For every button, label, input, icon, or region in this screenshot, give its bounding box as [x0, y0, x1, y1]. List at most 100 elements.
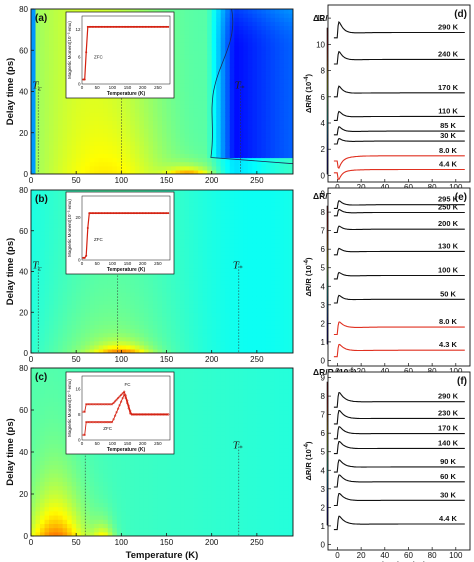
heatmap-cell [125, 295, 131, 301]
heatmap-cell [202, 234, 208, 240]
heatmap-cell [184, 17, 190, 22]
heatmap-cell [103, 295, 109, 301]
heatmap-cell [265, 202, 272, 207]
heatmap-cell [184, 308, 190, 313]
heatmap-cell [40, 190, 46, 195]
heatmap-cell [207, 218, 213, 224]
heatmap-cell [31, 405, 37, 411]
heatmap-cell [229, 108, 235, 113]
heatmap-cell [53, 9, 59, 14]
heatmap-cell [288, 283, 293, 289]
heatmap-cell [40, 210, 46, 216]
heatmap-cell [157, 279, 163, 285]
heatmap-cell [220, 255, 226, 260]
heatmap-cell [283, 259, 290, 264]
heatmap-cell [162, 145, 168, 150]
heatmap-cell [202, 136, 208, 142]
heatmap-cell [80, 169, 86, 174]
heatmap-cell [116, 324, 122, 330]
heatmap-cell [288, 17, 293, 22]
heatmap-cell [198, 29, 204, 35]
heatmap-cell [53, 300, 59, 305]
heatmap-cell [31, 83, 37, 88]
heatmap-cell [283, 13, 290, 18]
heatmap-cell [283, 33, 290, 39]
heatmap-cell [134, 116, 141, 121]
heatmap-cell [265, 198, 272, 203]
heatmap-cell [58, 190, 64, 195]
heatmap-cell [62, 271, 68, 277]
inset-x-tick: 250 [154, 261, 162, 266]
heatmap-cell [261, 291, 267, 297]
heatmap-cell [35, 128, 41, 134]
heatmap-cell [130, 287, 136, 293]
heatmap-cell [31, 348, 37, 353]
heatmap-cell [247, 263, 253, 269]
heatmap-cell [243, 128, 249, 134]
heatmap-cell [94, 287, 100, 293]
heatmap-cell [288, 324, 293, 330]
heatmap-cell [283, 46, 290, 51]
heatmap-cell [265, 300, 272, 305]
heatmap-cell [35, 37, 41, 43]
heatmap-cell [270, 87, 276, 93]
heatmap-cell [261, 124, 267, 130]
heatmap-cell [270, 226, 276, 232]
heatmap-cell [143, 99, 150, 105]
heatmap-cell [189, 161, 195, 167]
heatmap-cell [238, 194, 244, 199]
heatmap-cell [202, 149, 208, 154]
heatmap-cell [243, 25, 249, 31]
heatmap-cell [220, 13, 226, 18]
heatmap-cell [49, 116, 55, 121]
heatmap-cell [152, 99, 159, 105]
heatmap-cell [283, 206, 290, 211]
heatmap-cell [125, 153, 131, 159]
heatmap-cell [252, 25, 258, 31]
heatmap-cell [229, 87, 235, 93]
heatmap-cell [220, 230, 226, 236]
heatmap-cell [270, 108, 276, 113]
heatmap-cell [220, 340, 226, 346]
heatmap-cell [247, 336, 253, 342]
heatmap-cell [53, 267, 59, 273]
heatmap-cell [261, 37, 267, 43]
inset-point [149, 212, 151, 215]
heatmap-cell [85, 344, 91, 350]
heatmap-cell [216, 21, 222, 27]
inset-x-tick: 100 [109, 261, 117, 266]
heatmap-cell [40, 157, 46, 163]
heatmap-cell [80, 316, 86, 321]
inset-point [108, 25, 110, 28]
heatmap-cell [265, 247, 272, 252]
heatmap-cell [256, 9, 262, 14]
heatmap-cell [112, 112, 118, 117]
heatmap-cell [143, 141, 150, 146]
inset-point [158, 25, 161, 28]
heatmap-cell [112, 120, 118, 126]
heatmap-cell [247, 87, 253, 93]
heatmap-cell [211, 83, 217, 88]
heatmap-cell [58, 267, 64, 273]
heatmap-cell [125, 124, 131, 130]
heatmap-cell [256, 116, 262, 121]
heatmap-cell [53, 336, 59, 342]
heatmap-cell [193, 83, 199, 88]
heatmap-cell [225, 145, 231, 150]
heatmap-cell [189, 267, 195, 273]
heatmap-cell [89, 120, 95, 126]
heatmap-cell [207, 263, 213, 269]
heatmap-cell [265, 283, 272, 289]
heatmap-cell [184, 108, 190, 113]
heatmap-cell [148, 145, 154, 150]
heatmap-cell [225, 279, 231, 285]
heatmap-cell [148, 344, 154, 350]
heatmap-cell [256, 283, 262, 289]
heatmap-cell [184, 149, 190, 154]
heatmap-cell [243, 79, 249, 84]
heatmap-cell [31, 393, 37, 398]
heatmap-cell [130, 136, 136, 142]
heatmap-cell [40, 50, 46, 55]
heatmap-cell [234, 283, 240, 289]
heatmap-cell [40, 332, 46, 338]
